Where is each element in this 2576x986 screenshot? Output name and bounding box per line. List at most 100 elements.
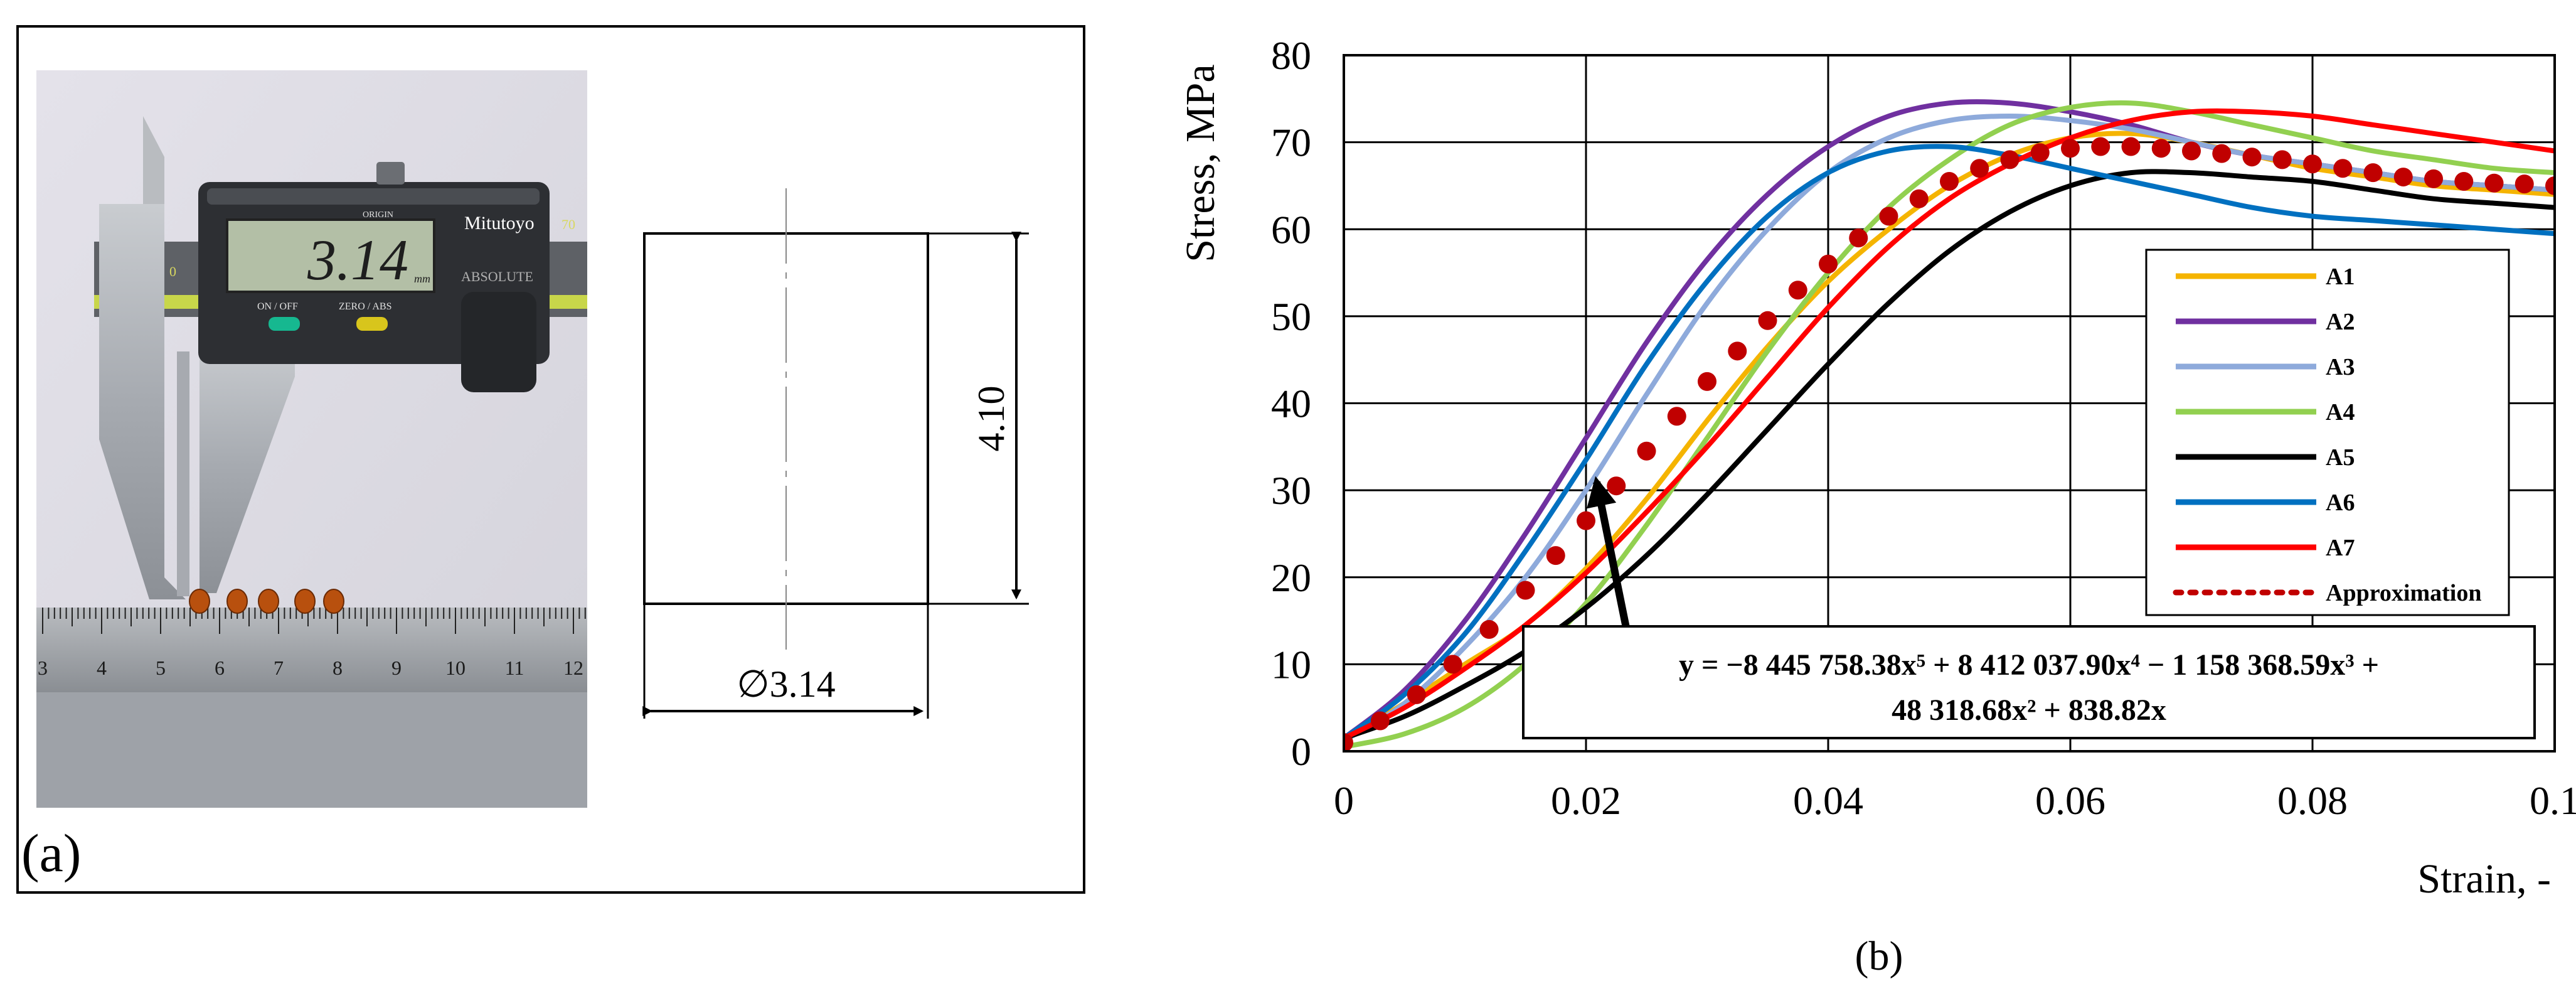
approximation-point xyxy=(2061,139,2080,158)
x-tick-label: 0.06 xyxy=(2035,778,2105,823)
approximation-point xyxy=(2515,174,2534,194)
ruler-number: 4 xyxy=(97,656,107,679)
approximation-point xyxy=(2242,147,2262,167)
approximation-point xyxy=(2424,169,2443,188)
y-tick-labels: 0 10 20 30 40 50 60 70 80 xyxy=(1271,33,1311,774)
caliper-onoff-button xyxy=(269,317,300,331)
ruler-number: 7 xyxy=(274,656,284,679)
specimen xyxy=(189,589,210,614)
approximation-point xyxy=(1637,441,1656,461)
approximation-point xyxy=(1577,511,1595,530)
y-tick-label: 80 xyxy=(1271,33,1311,78)
annotation-arrow xyxy=(1587,476,1630,629)
approximation-point xyxy=(1698,372,1716,391)
y-tick-label: 20 xyxy=(1271,555,1311,600)
caliper-scale-70: 70 xyxy=(562,217,575,232)
approximation-point xyxy=(2272,150,2292,169)
approximation-point xyxy=(2484,173,2504,193)
equation-line-2: 48 318.68x² + 838.82x xyxy=(1892,694,2166,727)
caliper-onoff-label: ON / OFF xyxy=(257,301,298,312)
approximation-point xyxy=(2333,159,2353,178)
caliper-thumb-wheel xyxy=(376,162,405,185)
y-tick-label: 50 xyxy=(1271,294,1311,339)
legend-label-a6: A6 xyxy=(2326,490,2355,516)
equation-line-1: y = −8 445 758.38x⁵ + 8 412 037.90x⁴ − 1… xyxy=(1679,648,2379,682)
y-tick-label: 30 xyxy=(1271,468,1311,513)
caliper-head-highlight xyxy=(207,188,540,205)
ruler-lower-body xyxy=(36,692,587,808)
legend-label-a2: A2 xyxy=(2326,309,2355,335)
ruler-numbers: 3 4 5 6 7 8 9 10 11 12 xyxy=(38,656,583,679)
approximation-point xyxy=(1788,281,1807,300)
approximation-point xyxy=(2121,137,2141,156)
approximation-point xyxy=(1344,733,1353,751)
y-tick-label: 40 xyxy=(1271,382,1311,426)
caliper-reading-unit: mm xyxy=(414,272,430,285)
height-dimension-label: 4.10 xyxy=(971,386,1012,452)
approximation-point xyxy=(2545,176,2555,195)
caliper-zero-label: ZERO / ABS xyxy=(339,301,391,312)
equation-box xyxy=(1522,625,2536,739)
caliper-brand: Mitutoyo xyxy=(464,213,535,233)
series-line-a7 xyxy=(1344,108,2555,741)
panel-b-chart: 0 10 20 30 40 50 60 70 80 0 0.02 0.04 0.06 0.08 0.1 S… xyxy=(1178,33,2576,979)
legend: A1 A2 A3 A4 A5 A6 A7 Approximation xyxy=(2145,249,2510,616)
approximation-point xyxy=(2303,154,2322,174)
specimen-drawing xyxy=(642,188,1029,719)
ruler-number: 12 xyxy=(563,656,583,679)
x-tick-label: 0.02 xyxy=(1551,778,1621,823)
approximation-point xyxy=(1479,619,1499,639)
approximation-point xyxy=(1849,228,1868,248)
ruler-number: 5 xyxy=(156,656,166,679)
legend-label-a7: A7 xyxy=(2326,535,2355,561)
caliper-lcd xyxy=(226,218,435,293)
approximation-point xyxy=(2091,137,2110,156)
ruler xyxy=(36,608,587,692)
panel-b-label: (b) xyxy=(1855,933,1903,979)
approximation-point xyxy=(2212,144,2232,163)
legend-box xyxy=(2145,249,2510,616)
x-axis-label: Strain, - xyxy=(2417,856,2551,902)
caliper-moving-jaw xyxy=(200,339,295,593)
ruler-number: 8 xyxy=(333,656,343,679)
x-tick-label: 0 xyxy=(1334,778,1354,823)
y-tick-label: 60 xyxy=(1271,207,1311,252)
approximation-point xyxy=(1758,311,1777,330)
specimens xyxy=(189,589,344,614)
legend-label-approximation: Approximation xyxy=(2326,580,2481,606)
x-tick-label: 0.1 xyxy=(2530,778,2576,823)
plot-area-border xyxy=(1343,54,2556,753)
panel-a-label: (a) xyxy=(21,823,81,883)
approximation-point xyxy=(2454,172,2474,191)
panel-a: 3 4 5 6 7 8 9 10 11 12 0 70 ORIGIN 3.14 mm Mituto… xyxy=(16,25,1085,894)
x-tick-label: 0.08 xyxy=(2277,778,2348,823)
specimen xyxy=(323,589,344,614)
approximation-point xyxy=(2151,139,2171,158)
approximation-point xyxy=(1546,546,1565,565)
caliper-depth-rod xyxy=(177,351,189,596)
caliper-absolute-label: ABSOLUTE xyxy=(461,269,533,284)
approximation-point xyxy=(2182,141,2201,161)
approximation-point xyxy=(1879,206,1898,226)
caliper-fixed-jaw xyxy=(99,204,186,599)
y-tick-label: 70 xyxy=(1271,121,1311,165)
approximation-point xyxy=(2363,163,2383,183)
approximation-point xyxy=(1607,476,1626,496)
y-tick-label: 0 xyxy=(1291,729,1311,774)
approximation-point xyxy=(2000,150,2020,169)
ruler-number: 11 xyxy=(505,656,524,679)
specimen xyxy=(258,589,279,614)
approximation-point xyxy=(1970,159,1989,178)
approximation-point xyxy=(1407,685,1426,704)
legend-items: A1 A2 A3 A4 A5 A6 A7 Approximation xyxy=(2173,264,2481,606)
specimen xyxy=(294,589,316,614)
x-tick-labels: 0 0.02 0.04 0.06 0.08 0.1 xyxy=(1334,778,2576,823)
legend-label-a1: A1 xyxy=(2326,264,2355,290)
approximation-point xyxy=(2030,143,2050,163)
y-tick-label: 10 xyxy=(1271,642,1311,687)
caliper-head-lower xyxy=(461,292,536,392)
ruler-number: 10 xyxy=(445,656,466,679)
approximation-point xyxy=(1370,711,1390,731)
caliper-origin-label: ORIGIN xyxy=(363,210,393,220)
